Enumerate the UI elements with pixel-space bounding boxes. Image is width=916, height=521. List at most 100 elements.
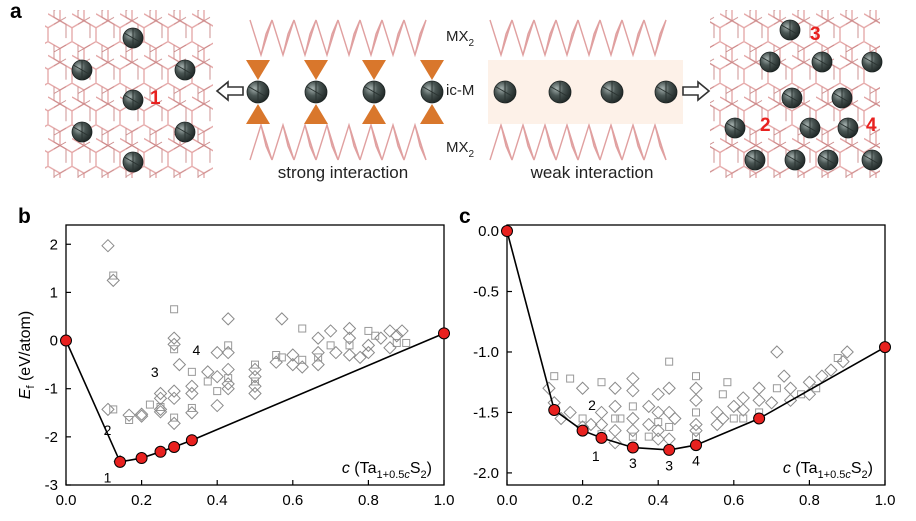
atom — [122, 27, 144, 49]
scatter-diamond — [153, 386, 168, 401]
scatter-diamond — [554, 411, 568, 426]
scatter-diamond — [153, 402, 168, 417]
scatter-diamond — [716, 411, 730, 426]
scatter-diamond — [783, 381, 798, 395]
scatter-diamond — [153, 405, 168, 419]
y-tick-label: -3 — [45, 477, 58, 494]
scatter-diamond — [383, 324, 397, 338]
y-tick-label: 1 — [50, 284, 58, 301]
x-tick-label: 0.6 — [723, 492, 744, 509]
site-label-4: 4 — [866, 115, 877, 136]
scatter-diamond — [153, 391, 168, 406]
mx2-chain — [249, 122, 427, 161]
scatter-diamond — [668, 411, 682, 426]
x-tick-label: 0.0 — [56, 492, 77, 509]
y-tick-label: -0.5 — [473, 284, 499, 301]
scatter-square — [170, 345, 179, 354]
scatter-diamond — [383, 341, 397, 355]
scatter-diamond — [626, 371, 640, 386]
scatter-square — [314, 353, 323, 362]
left-lattice: 1 — [45, 10, 213, 178]
scatter-diamond — [651, 387, 665, 402]
interaction-cone — [246, 104, 270, 124]
scatter-square — [772, 384, 781, 393]
scatter-square — [272, 351, 281, 359]
atom — [817, 149, 839, 171]
panel-label: c — [459, 205, 471, 228]
x-tick-label: 0.2 — [131, 492, 152, 509]
atom — [779, 19, 801, 41]
hull-point — [576, 424, 589, 437]
atom — [362, 80, 386, 104]
scatter-diamond — [651, 432, 665, 446]
scatter-square — [392, 338, 401, 347]
scatter-square — [224, 374, 233, 383]
scatter-diamond — [248, 386, 262, 401]
scatter-diamond — [752, 393, 766, 408]
plot-frame — [65, 224, 445, 486]
scatter-diamond — [210, 369, 224, 384]
scatter-diamond — [390, 329, 404, 343]
mx2-chain — [249, 19, 427, 58]
scatter-diamond — [770, 345, 784, 359]
atom — [420, 80, 444, 104]
scatter-diamond — [311, 345, 325, 360]
scatter-diamond — [563, 405, 577, 420]
scatter-square — [550, 372, 559, 381]
y-tick-label: -2 — [45, 429, 58, 446]
scatter-diamond — [727, 399, 741, 414]
hull-point — [135, 452, 148, 465]
scatter-diamond — [167, 384, 181, 398]
site-label-2: 2 — [760, 115, 771, 136]
scatter-diamond — [248, 379, 262, 394]
scatter-diamond — [710, 417, 724, 432]
scatter-diamond — [395, 324, 409, 338]
atom — [654, 80, 678, 104]
scatter-diamond — [608, 423, 622, 438]
x-tick-label: 0.2 — [572, 492, 593, 509]
scatter-diamond — [185, 406, 199, 420]
scatter-square — [298, 324, 307, 333]
chart-c: 0.0 0.2 0.4 0.6 0.8 1.0 0.0 -0.5 -1.0 -1.5 -2.0 1 2 3… — [459, 205, 895, 509]
scatter-square — [213, 387, 222, 396]
scatter-diamond — [361, 338, 376, 353]
convex-hull-line — [506, 230, 886, 451]
scatter-square — [739, 414, 748, 423]
scatter-diamond — [689, 381, 703, 395]
site-annotation: 3 — [151, 364, 159, 380]
scatter-diamond — [651, 423, 665, 438]
interaction-cone — [420, 104, 444, 124]
scatter-diamond — [286, 357, 300, 372]
scatter-square — [170, 305, 179, 314]
scatter-diamond — [167, 391, 181, 406]
atom — [71, 59, 93, 81]
scatter-diamond — [342, 331, 357, 345]
scatter-square — [644, 432, 653, 441]
scatter-diamond — [101, 238, 115, 253]
scatter-diamond — [210, 345, 224, 360]
site-annotation: 1 — [592, 448, 600, 464]
y-axis-label: Ef (eV/atom) — [17, 311, 37, 399]
scatter-diamond — [295, 360, 309, 374]
scatter-diamond — [626, 411, 640, 426]
scatter-diamond — [642, 417, 656, 432]
scatter-diamond — [221, 377, 235, 391]
y-tick-label: -1.5 — [473, 404, 499, 421]
scatter-square — [326, 341, 335, 350]
scatter-square — [187, 367, 196, 376]
scatter-diamond — [626, 383, 640, 398]
atom — [246, 80, 270, 104]
interaction-cone — [304, 60, 328, 80]
mx2-chain — [489, 122, 667, 161]
atom — [831, 87, 853, 109]
site-annotation: 3 — [665, 457, 673, 473]
atom — [799, 117, 821, 139]
scatter-diamond — [167, 416, 181, 431]
scatter-diamond — [710, 405, 724, 420]
atom — [548, 80, 572, 104]
scatter-diamond — [122, 408, 136, 422]
scatter-diamond — [311, 331, 325, 345]
scatter-square — [364, 326, 373, 335]
scatter-square — [170, 413, 179, 422]
scatter-square — [729, 414, 738, 423]
